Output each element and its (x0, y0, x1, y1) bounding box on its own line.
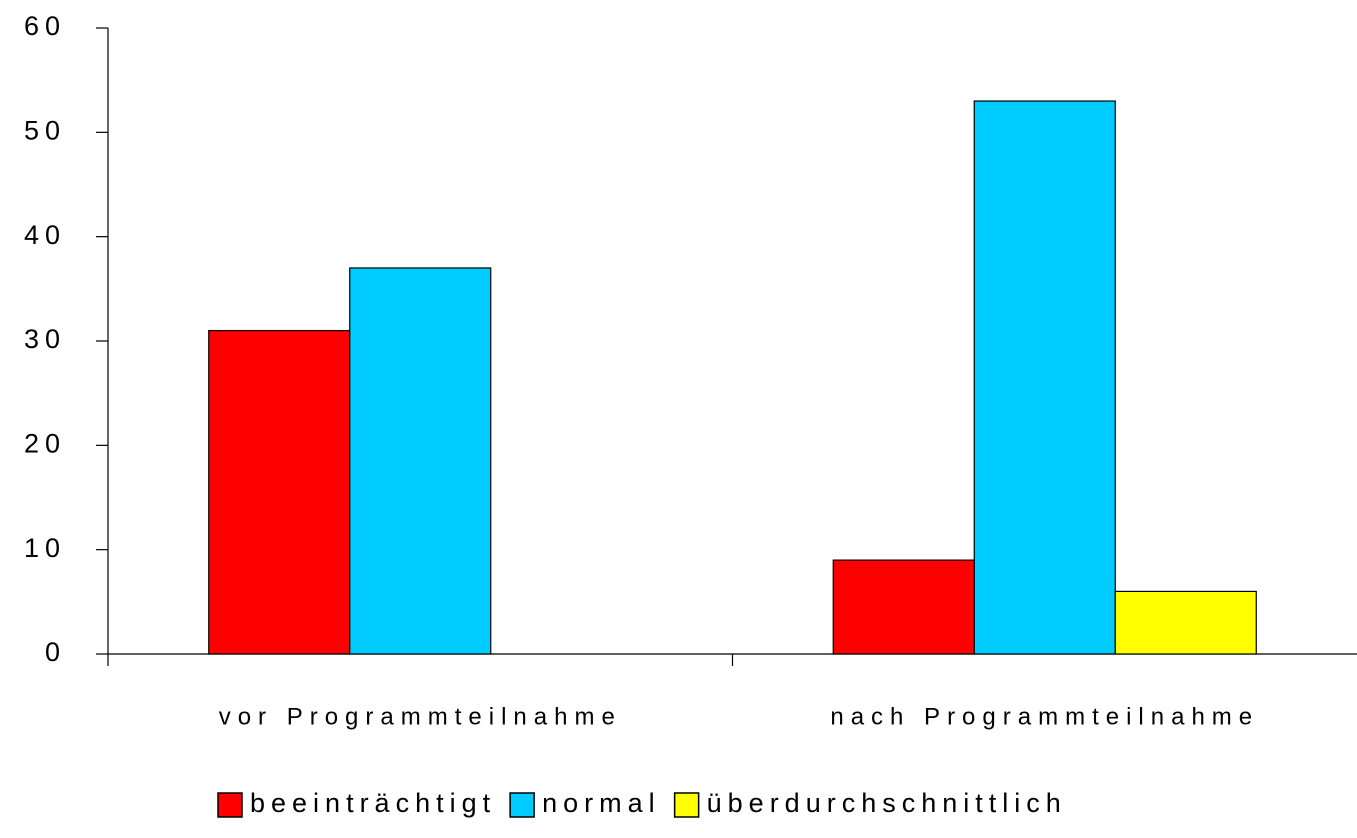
y-tick-label: 50 (24, 115, 66, 145)
legend-label: beeinträchtigt (250, 788, 496, 818)
legend-label: überdurchschnittlich (707, 788, 1067, 818)
x-tick-label: nach Programmteilnahme (830, 703, 1259, 730)
bar (832, 559, 975, 655)
y-tick-label: 30 (24, 324, 66, 354)
y-tick-label: 40 (24, 220, 66, 250)
bar (973, 100, 1116, 655)
legend-swatch (217, 792, 243, 818)
y-tick-label: 10 (24, 533, 66, 563)
y-tick-label: 20 (24, 428, 66, 458)
y-tick-label: 0 (45, 637, 66, 667)
legend-swatch (509, 792, 535, 818)
y-tick-label: 60 (24, 11, 66, 41)
bar (208, 329, 351, 655)
x-tick-label: vor Programmteilnahme (219, 703, 622, 730)
legend-swatch (673, 792, 700, 818)
bar (1114, 590, 1257, 655)
legend-label: normal (542, 788, 661, 818)
bar (349, 267, 492, 655)
